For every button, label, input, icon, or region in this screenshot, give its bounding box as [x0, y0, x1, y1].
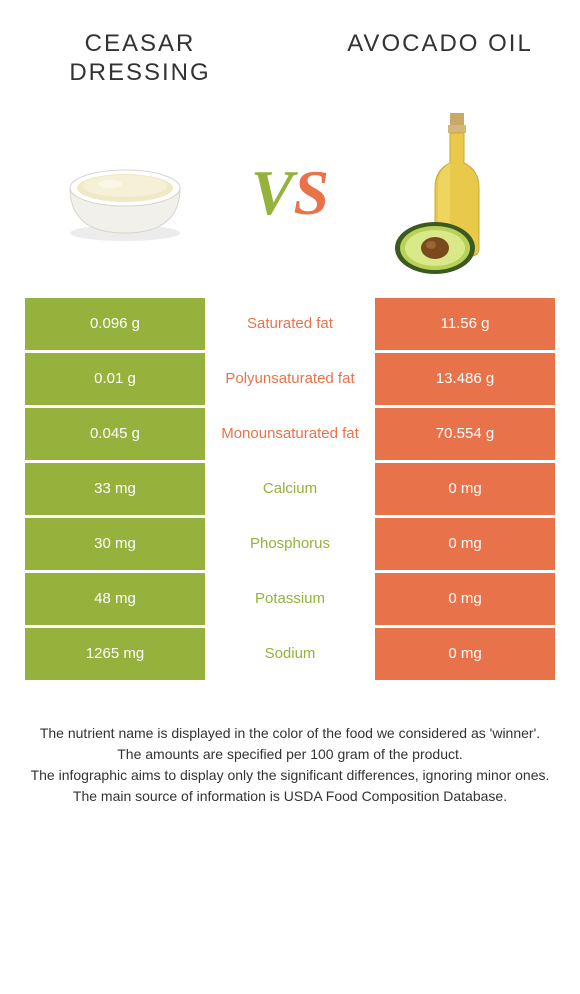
footer-line: The main source of information is USDA F…	[25, 786, 555, 807]
right-value-cell: 70.554 g	[375, 408, 555, 460]
left-food-title: CEASAR DRESSING	[40, 30, 240, 88]
vs-label: VS	[251, 156, 329, 230]
footer-notes: The nutrient name is displayed in the co…	[0, 683, 580, 807]
table-row: 0.01 gPolyunsaturated fat13.486 g	[25, 353, 555, 408]
left-value-cell: 0.096 g	[25, 298, 205, 350]
right-food-image	[370, 108, 540, 278]
nutrient-label-cell: Sodium	[205, 628, 375, 680]
right-value-cell: 0 mg	[375, 628, 555, 680]
left-value-cell: 48 mg	[25, 573, 205, 625]
nutrient-label-cell: Polyunsaturated fat	[205, 353, 375, 405]
nutrient-label-cell: Phosphorus	[205, 518, 375, 570]
table-row: 48 mgPotassium0 mg	[25, 573, 555, 628]
right-value-cell: 0 mg	[375, 518, 555, 570]
left-value-cell: 30 mg	[25, 518, 205, 570]
table-row: 30 mgPhosphorus0 mg	[25, 518, 555, 573]
vs-v: V	[251, 157, 294, 228]
table-row: 1265 mgSodium0 mg	[25, 628, 555, 683]
avocado-oil-icon	[380, 108, 530, 278]
dressing-bowl-icon	[50, 138, 200, 248]
left-value-cell: 0.01 g	[25, 353, 205, 405]
nutrient-label-cell: Monounsaturated fat	[205, 408, 375, 460]
nutrient-label-cell: Calcium	[205, 463, 375, 515]
left-value-cell: 1265 mg	[25, 628, 205, 680]
right-value-cell: 11.56 g	[375, 298, 555, 350]
vs-s: S	[294, 157, 330, 228]
nutrient-label-cell: Potassium	[205, 573, 375, 625]
table-row: 0.096 gSaturated fat11.56 g	[25, 298, 555, 353]
right-food-title: AVOCADO OIL	[340, 30, 540, 88]
left-value-cell: 0.045 g	[25, 408, 205, 460]
right-value-cell: 0 mg	[375, 573, 555, 625]
nutrient-table: 0.096 gSaturated fat11.56 g0.01 gPolyuns…	[0, 298, 580, 683]
images-row: VS	[0, 98, 580, 298]
footer-line: The nutrient name is displayed in the co…	[25, 723, 555, 744]
right-value-cell: 13.486 g	[375, 353, 555, 405]
left-value-cell: 33 mg	[25, 463, 205, 515]
footer-line: The amounts are specified per 100 gram o…	[25, 744, 555, 765]
nutrient-label-cell: Saturated fat	[205, 298, 375, 350]
right-value-cell: 0 mg	[375, 463, 555, 515]
table-row: 0.045 gMonounsaturated fat70.554 g	[25, 408, 555, 463]
footer-line: The infographic aims to display only the…	[25, 765, 555, 786]
header: CEASAR DRESSING AVOCADO OIL	[0, 0, 580, 98]
left-food-image	[40, 108, 210, 278]
table-row: 33 mgCalcium0 mg	[25, 463, 555, 518]
